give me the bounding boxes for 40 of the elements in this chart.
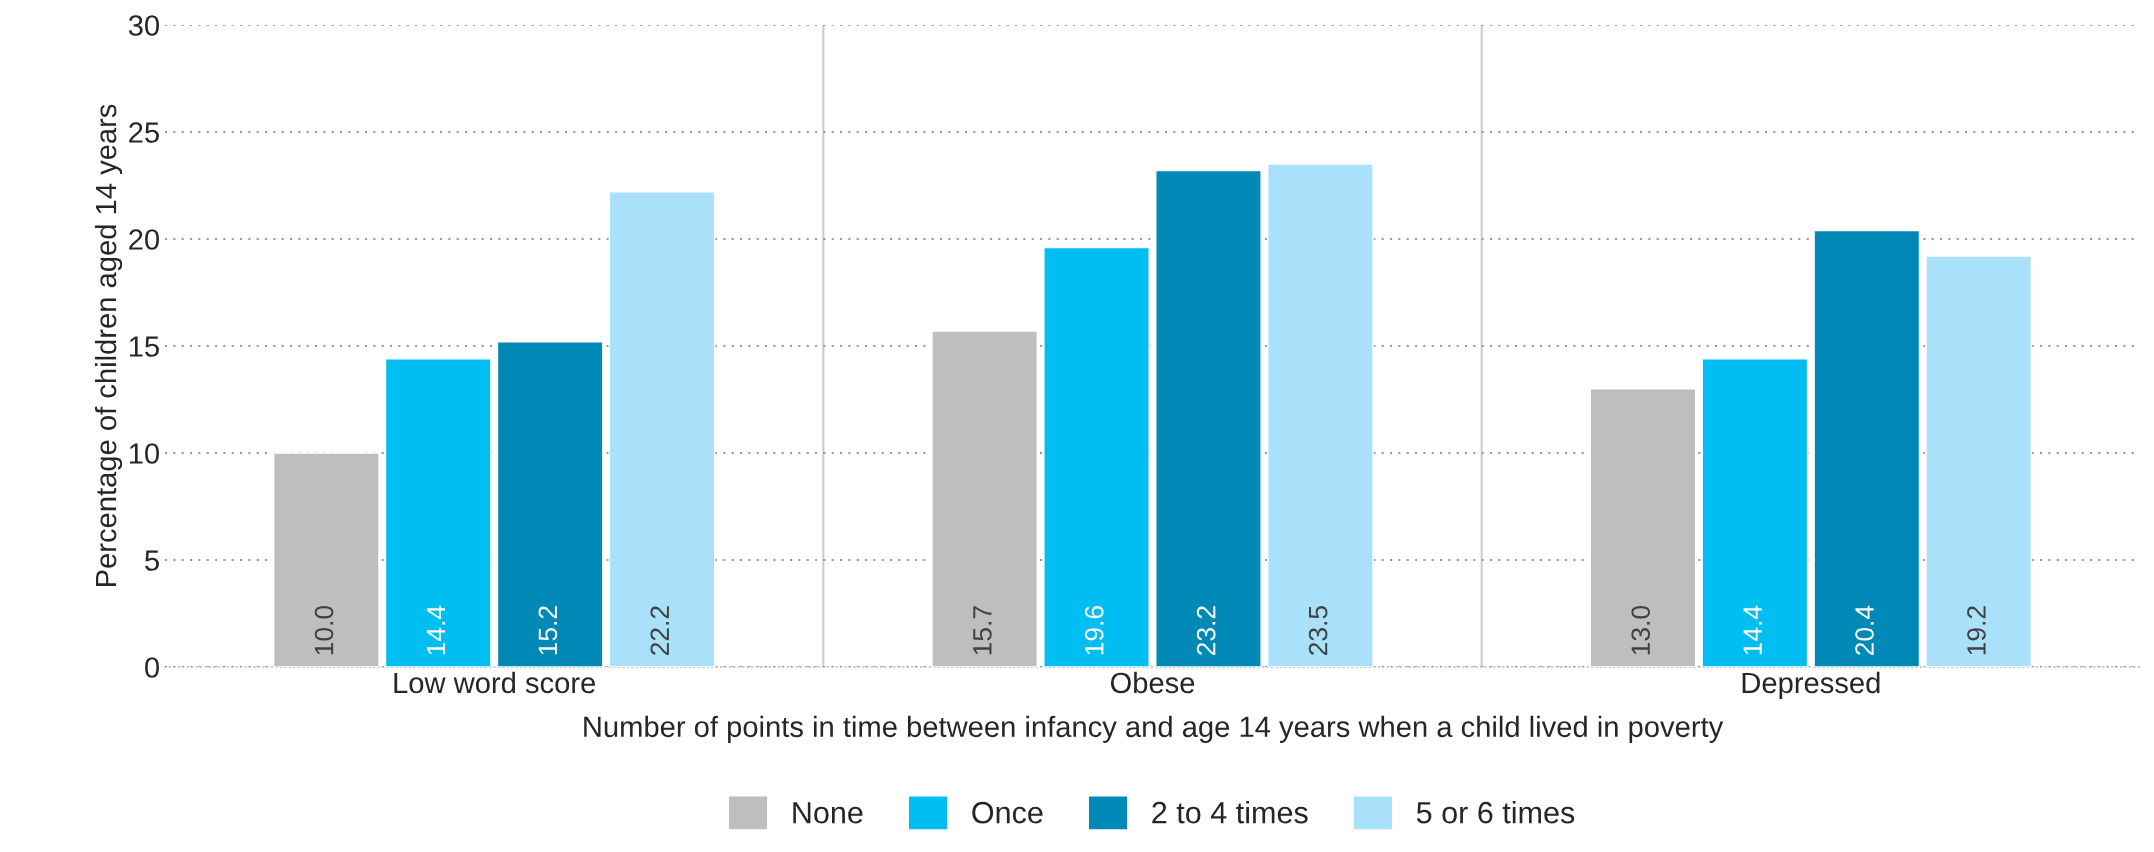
bar (608, 191, 716, 667)
y-tick-label: 15 (129, 336, 159, 357)
bar (1925, 255, 2033, 667)
data-label: 23.5 (1308, 606, 1328, 655)
bar (1155, 169, 1262, 667)
data-label: 20.4 (1855, 605, 1874, 655)
legend-label: 2 to 4 times (1152, 801, 1308, 824)
data-label: 22.2 (650, 606, 669, 655)
legend-label: None (793, 802, 863, 824)
bar (1813, 229, 1921, 667)
y-tick-label: 10 (129, 443, 159, 464)
x-tick-label: Depressed (1742, 671, 1880, 700)
data-label: 14.4 (426, 605, 446, 655)
data-label: 19.2 (1967, 606, 1986, 655)
bar (931, 330, 1038, 667)
y-tick-label: 20 (129, 229, 159, 250)
y-axis-title: Percentage of children aged 14 years (94, 104, 123, 586)
bar (1589, 388, 1697, 667)
bar (1267, 163, 1374, 667)
legend-label: 5 or 6 times (1416, 801, 1575, 824)
x-tick-label: Obese (1110, 671, 1195, 694)
x-tick-label: Low word score (394, 671, 595, 694)
data-label: 19.6 (1084, 606, 1104, 655)
data-label: 14.4 (1743, 605, 1762, 655)
bar (1701, 358, 1809, 667)
data-label: 15.7 (973, 606, 992, 655)
bar (384, 358, 492, 667)
y-tick-label: 0 (145, 657, 159, 678)
x-axis-title: Number of points in time between infancy and age 14 years when a child lived in poverty (584, 715, 1724, 743)
data-label: 23.2 (1196, 606, 1216, 655)
bar (1043, 246, 1150, 667)
data-label: 15.2 (538, 606, 558, 655)
y-tick-label: 25 (129, 122, 159, 143)
bar (496, 341, 604, 667)
bar (272, 452, 380, 667)
data-label: 13.0 (1631, 605, 1651, 655)
legend-label: Once (972, 801, 1043, 824)
y-tick-label: 5 (145, 550, 159, 571)
data-label: 10.0 (314, 605, 334, 655)
y-tick-label: 30 (128, 15, 159, 36)
